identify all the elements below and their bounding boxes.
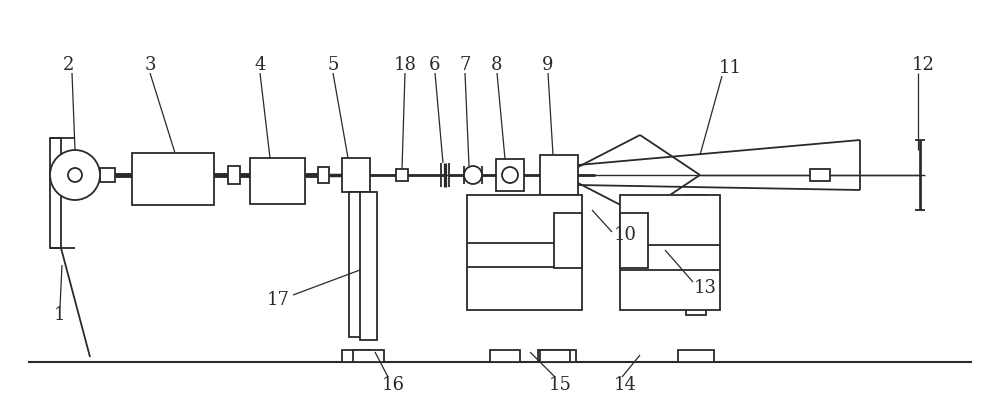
Bar [686, 195, 706, 315]
Bar [810, 169, 830, 181]
Text: 9: 9 [542, 56, 554, 74]
Text: 10: 10 [614, 226, 637, 244]
Bar [496, 159, 524, 191]
Bar [538, 350, 576, 362]
Bar [678, 350, 714, 362]
Text: 6: 6 [429, 56, 441, 74]
Bar [540, 155, 578, 195]
Bar [318, 167, 329, 183]
Text: 5: 5 [327, 56, 339, 74]
Text: 4: 4 [254, 56, 266, 74]
Bar [360, 192, 377, 340]
Text: 13: 13 [694, 279, 716, 297]
Text: 8: 8 [491, 56, 503, 74]
Text: 2: 2 [62, 56, 74, 74]
Text: 18: 18 [394, 56, 416, 74]
Bar [540, 350, 570, 362]
Bar [228, 166, 240, 184]
Bar [620, 213, 648, 268]
Bar [467, 195, 582, 310]
Bar [342, 158, 370, 192]
Bar [546, 195, 566, 247]
Bar [50, 138, 61, 248]
Text: 11: 11 [718, 59, 742, 77]
Circle shape [464, 166, 482, 184]
Bar [396, 169, 408, 181]
Bar [100, 168, 115, 182]
Bar [554, 213, 582, 268]
Text: 1: 1 [54, 306, 66, 324]
Circle shape [502, 167, 518, 183]
Bar [349, 192, 362, 337]
Circle shape [68, 168, 82, 182]
Circle shape [50, 150, 100, 200]
Bar [342, 350, 370, 362]
Text: 12: 12 [912, 56, 934, 74]
Text: 15: 15 [549, 376, 571, 394]
Text: 7: 7 [459, 56, 471, 74]
Text: 3: 3 [144, 56, 156, 74]
Text: 17: 17 [267, 291, 289, 309]
Bar [250, 158, 305, 204]
Bar [490, 350, 520, 362]
Text: 14: 14 [614, 376, 636, 394]
Text: 16: 16 [382, 376, 404, 394]
Bar [353, 350, 384, 362]
Bar [620, 195, 720, 310]
Bar [132, 153, 214, 205]
